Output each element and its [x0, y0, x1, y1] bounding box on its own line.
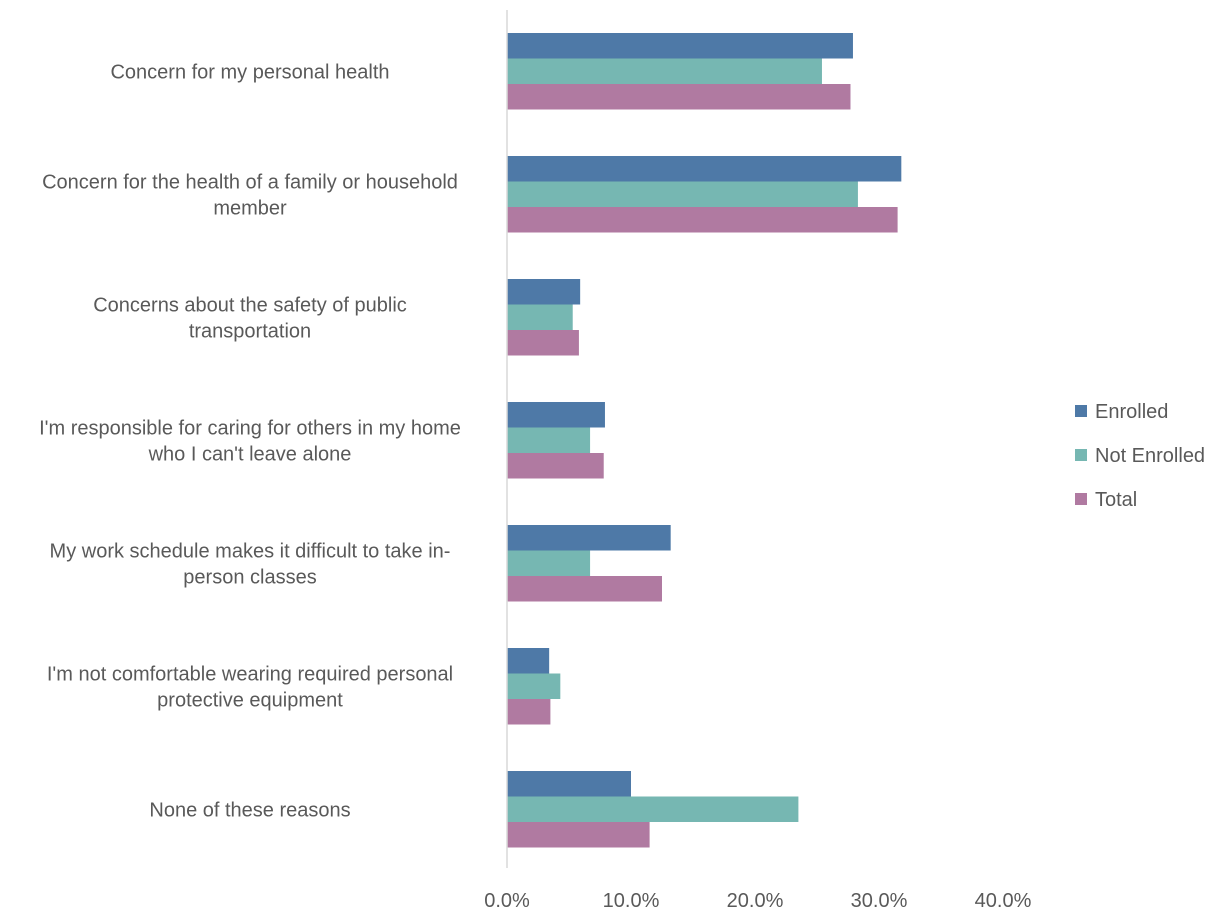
legend-label-enrolled: Enrolled	[1095, 401, 1168, 423]
category-label-5: My work schedule makes it difficult to t…	[50, 540, 451, 588]
x-tick-label: 0.0%	[484, 890, 530, 912]
bar-total-6	[507, 699, 551, 725]
category-label-7: None of these reasons	[149, 799, 350, 821]
bar-total-4	[507, 453, 604, 479]
bar-enrolled-1	[507, 33, 853, 59]
category-label-6: I'm not comfortable wearing required per…	[47, 663, 453, 711]
category-label-4: I'm responsible for caring for others in…	[39, 417, 461, 465]
legend-swatch-enrolled	[1075, 405, 1087, 417]
bar-total-5	[507, 576, 662, 602]
bar-not-enrolled-6	[507, 673, 561, 699]
bar-not-enrolled-4	[507, 427, 591, 453]
category-label-2: Concern for the health of a family or ho…	[42, 171, 458, 219]
x-tick-label: 20.0%	[727, 890, 784, 912]
bar-total-2	[507, 207, 898, 233]
x-tick-label: 30.0%	[851, 890, 908, 912]
bars-group	[507, 33, 902, 848]
legend-label-not-enrolled: Not Enrolled	[1095, 445, 1205, 467]
bar-not-enrolled-5	[507, 550, 591, 576]
bar-enrolled-7	[507, 771, 631, 797]
legend-swatch-total	[1075, 493, 1087, 505]
legend: Enrolled Not Enrolled Total	[1075, 401, 1205, 511]
bar-total-3	[507, 330, 579, 356]
x-tick-label: 40.0%	[975, 890, 1032, 912]
bar-not-enrolled-7	[507, 796, 799, 822]
category-labels: Concern for my personal health Concern fo…	[39, 61, 461, 821]
bar-enrolled-5	[507, 525, 671, 551]
bar-not-enrolled-1	[507, 58, 822, 84]
category-label-1: Concern for my personal health	[110, 61, 389, 83]
bar-total-7	[507, 822, 650, 848]
bar-total-1	[507, 84, 851, 110]
bar-enrolled-4	[507, 402, 605, 428]
bar-enrolled-2	[507, 156, 902, 182]
x-tick-labels: 0.0% 10.0% 20.0% 30.0% 40.0%	[484, 890, 1031, 912]
legend-label-total: Total	[1095, 489, 1137, 511]
bar-not-enrolled-2	[507, 181, 858, 207]
category-label-3: Concerns about the safety of public trans…	[93, 294, 407, 342]
legend-swatch-not-enrolled	[1075, 449, 1087, 461]
bar-not-enrolled-3	[507, 304, 573, 330]
bar-enrolled-6	[507, 648, 550, 674]
x-tick-label: 10.0%	[603, 890, 660, 912]
bar-enrolled-3	[507, 279, 581, 305]
